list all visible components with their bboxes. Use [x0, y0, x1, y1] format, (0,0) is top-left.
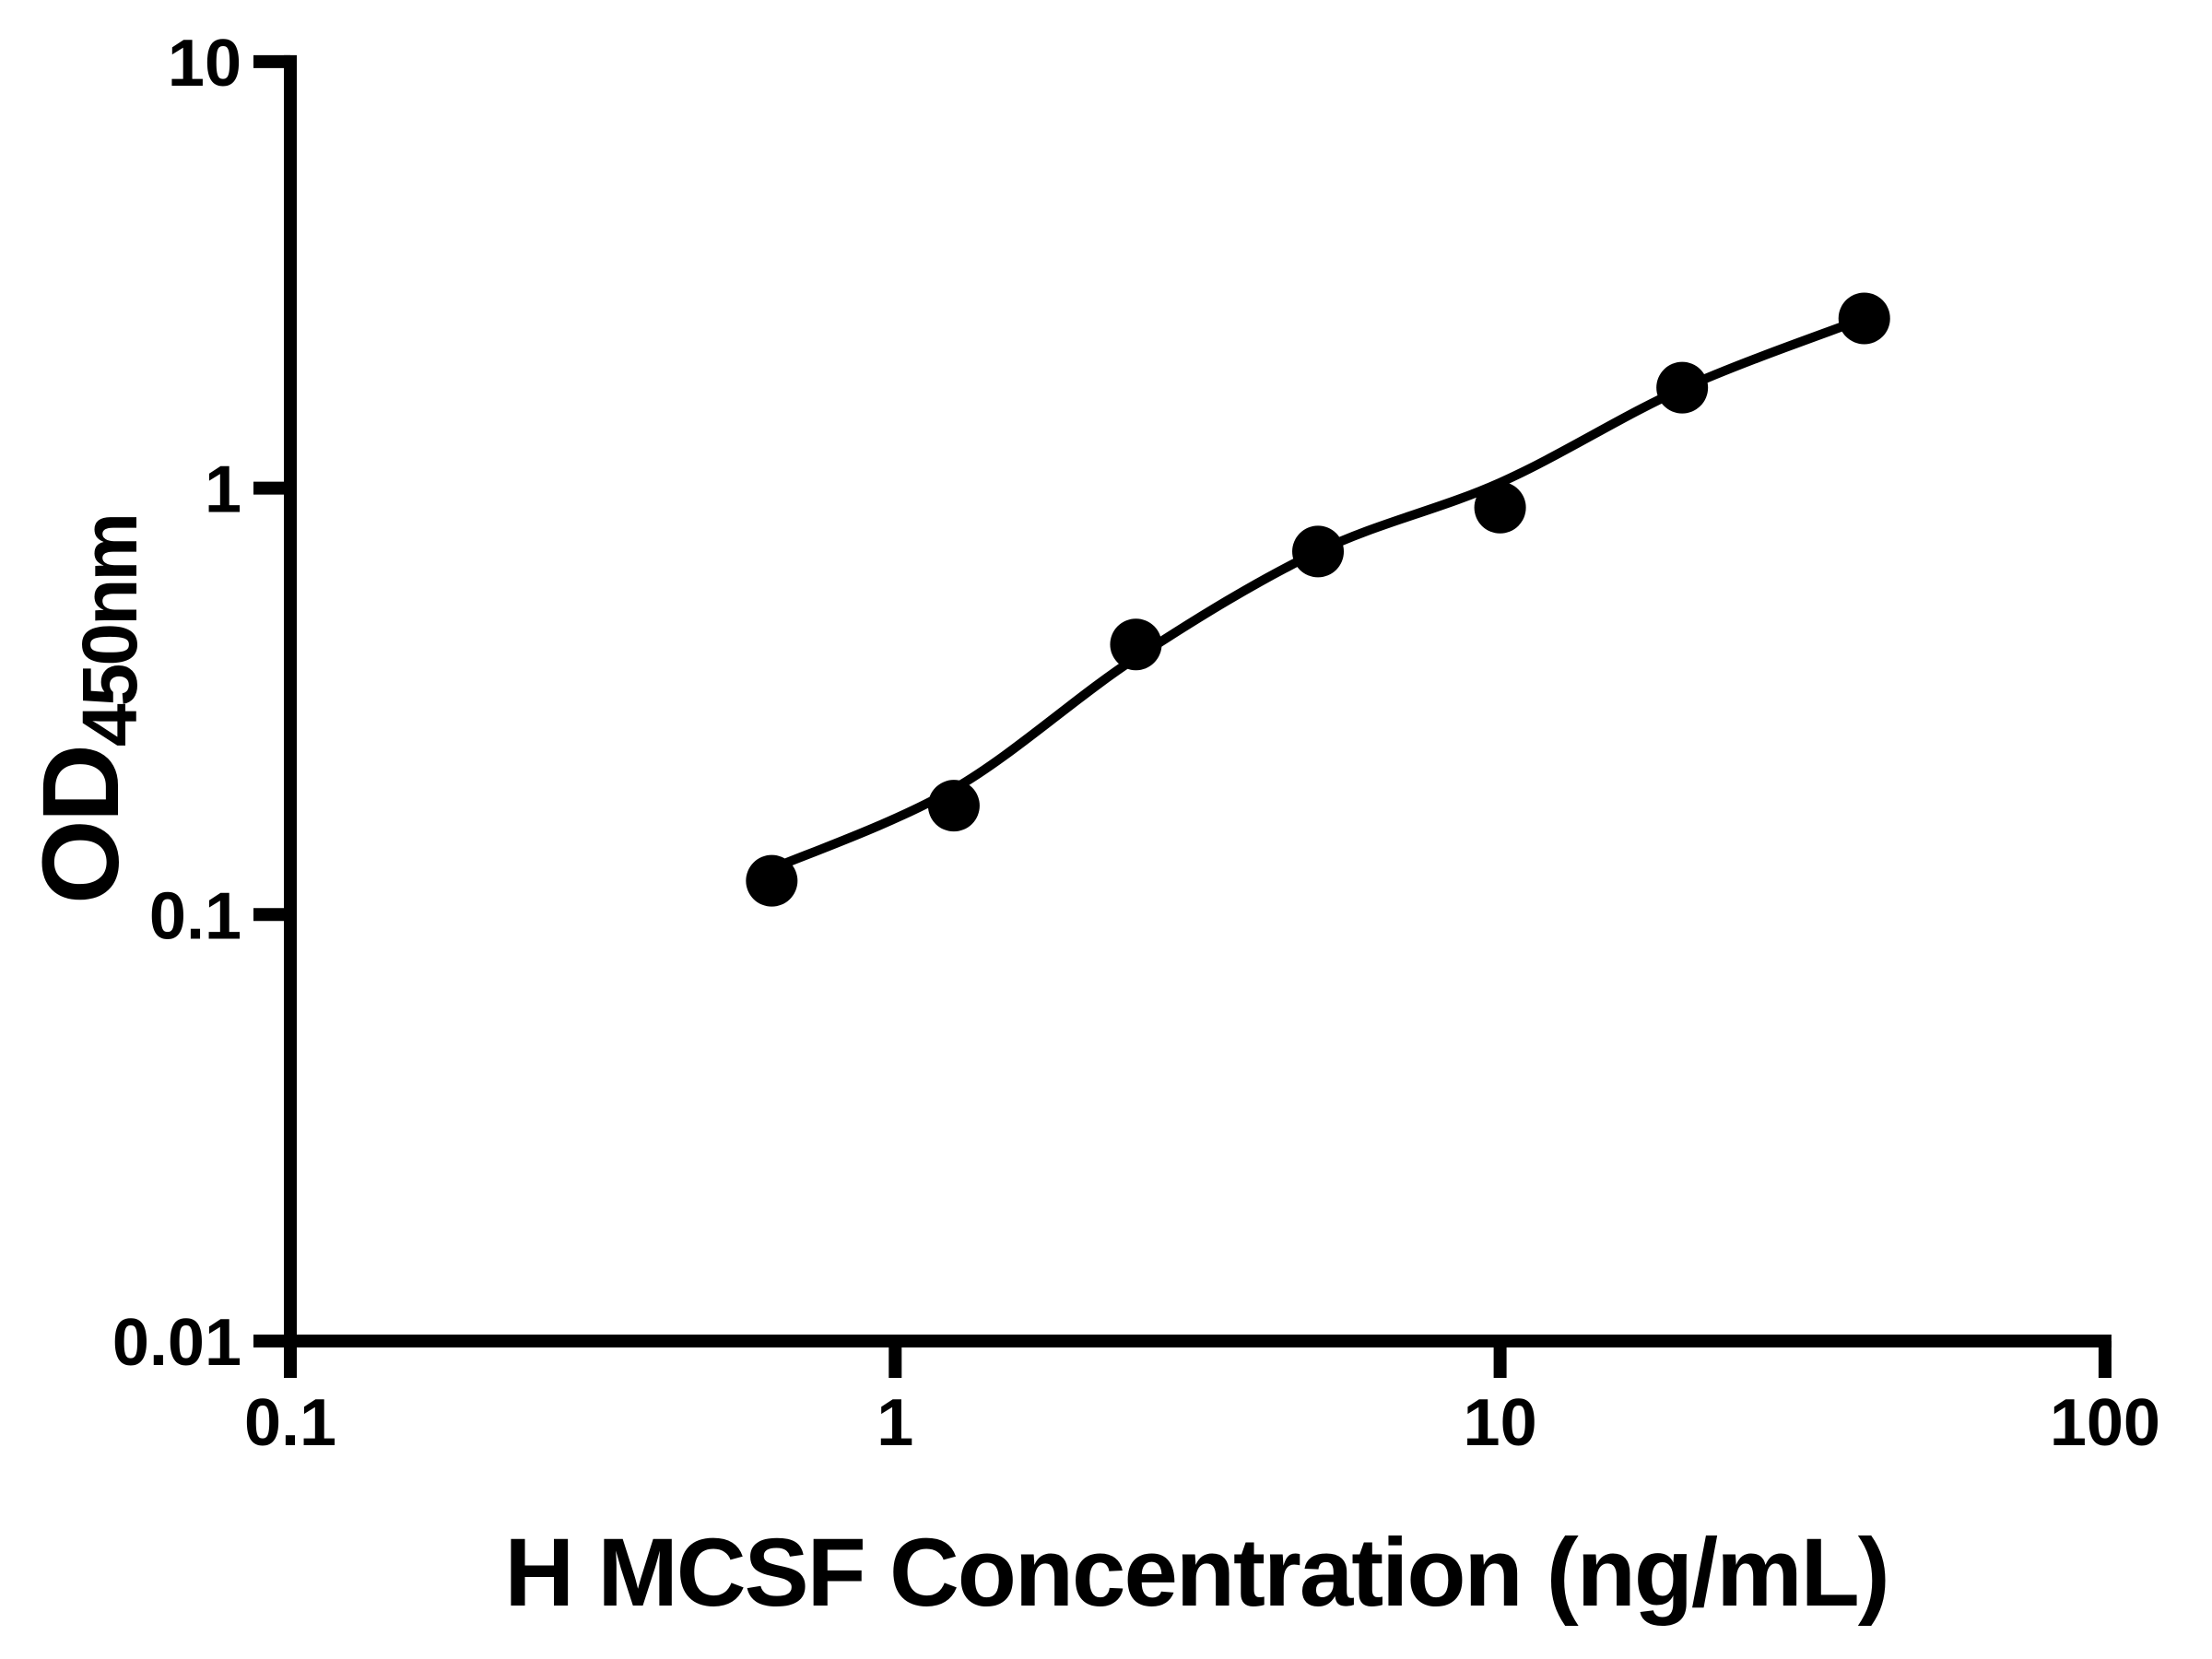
x-tick-label: 10	[1464, 1386, 1537, 1460]
x-tick-label: 100	[2050, 1386, 2160, 1460]
data-point	[1292, 525, 1345, 578]
x-tick-label: 1	[877, 1386, 913, 1460]
data-point	[746, 854, 798, 907]
data-point	[1838, 292, 1890, 345]
y-tick-label: 10	[168, 27, 241, 100]
x-axis-title: H MCSF Concentration (ng/mL)	[504, 1519, 1888, 1627]
y-tick-label: 0.01	[112, 1306, 241, 1380]
y-axis-title-subscript: 450nm	[66, 515, 153, 747]
point-layer	[746, 292, 1890, 907]
y-axis-title-main: OD	[20, 747, 142, 904]
data-point	[1656, 361, 1709, 414]
y-tick-label: 0.1	[149, 879, 241, 953]
axes	[253, 54, 2112, 1378]
x-tick-label: 0.1	[244, 1386, 336, 1460]
data-point	[1110, 618, 1162, 671]
y-axis-title: OD450nm	[20, 515, 153, 904]
data-point	[927, 780, 980, 832]
data-point	[1474, 481, 1526, 534]
y-tick-label: 1	[205, 453, 241, 527]
